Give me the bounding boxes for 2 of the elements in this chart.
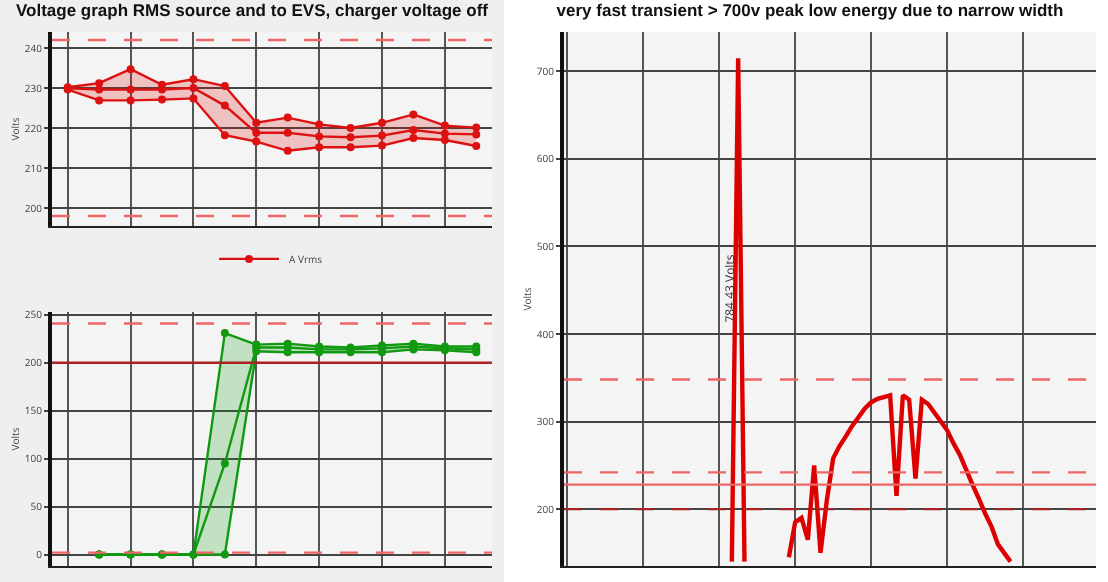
chart-title: Voltage graph RMS source and to EVS, charger voltage off bbox=[16, 0, 489, 20]
chart-title: very fast transient > 700v peak low energy due to narrow width bbox=[556, 0, 1064, 20]
